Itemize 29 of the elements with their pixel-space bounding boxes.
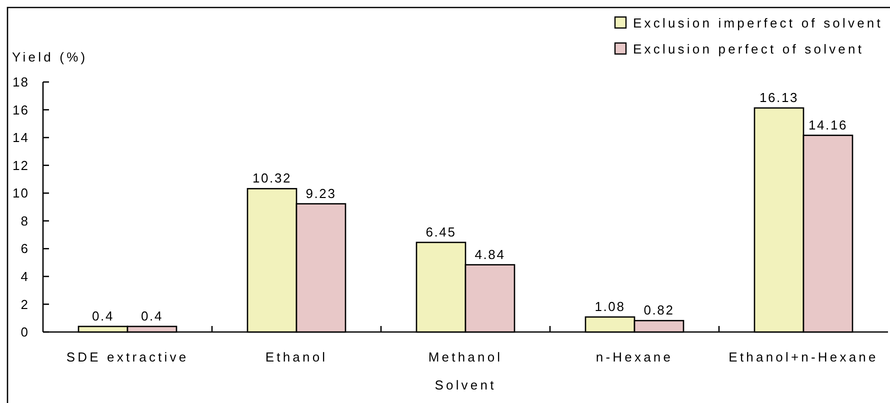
data-label: 14.16 (808, 117, 848, 132)
x-tick-label: n-Hexane (596, 350, 674, 365)
y-tick-label: 16 (12, 102, 29, 118)
legend-label: Exclusion perfect of solvent (633, 42, 864, 57)
x-tick-label: Ethanol+n-Hexane (728, 350, 878, 365)
data-label: 9.23 (306, 186, 336, 201)
y-tick-label: 10 (12, 186, 29, 201)
y-tick-label: 18 (12, 74, 29, 90)
y-axis-title: Yield (%) (12, 50, 88, 65)
data-label: 10.32 (252, 170, 292, 186)
y-tick-label: 4 (20, 268, 29, 284)
y-tick-label: 14 (12, 130, 29, 146)
data-label: 0.4 (92, 308, 114, 324)
data-label: 16.13 (759, 90, 799, 105)
x-tick-label: Ethanol (265, 350, 328, 365)
data-label: 0.82 (644, 302, 674, 318)
legend-label: Exclusion imperfect of solvent (633, 16, 883, 31)
y-tick-label: 12 (12, 158, 29, 173)
y-tick-label: 6 (20, 241, 29, 256)
x-tick-label: Methanol (428, 350, 503, 365)
data-label: 4.84 (474, 246, 506, 262)
data-label: 6.45 (426, 224, 456, 240)
x-axis-title: Solvent (434, 378, 496, 393)
y-tick-label: 8 (20, 213, 29, 228)
y-tick-label: 2 (20, 296, 29, 312)
data-label: 0.4 (141, 308, 163, 324)
y-tick-label: 0 (20, 324, 29, 340)
x-tick-label: SDE extractive (66, 350, 189, 365)
data-label: 1.08 (594, 299, 626, 314)
